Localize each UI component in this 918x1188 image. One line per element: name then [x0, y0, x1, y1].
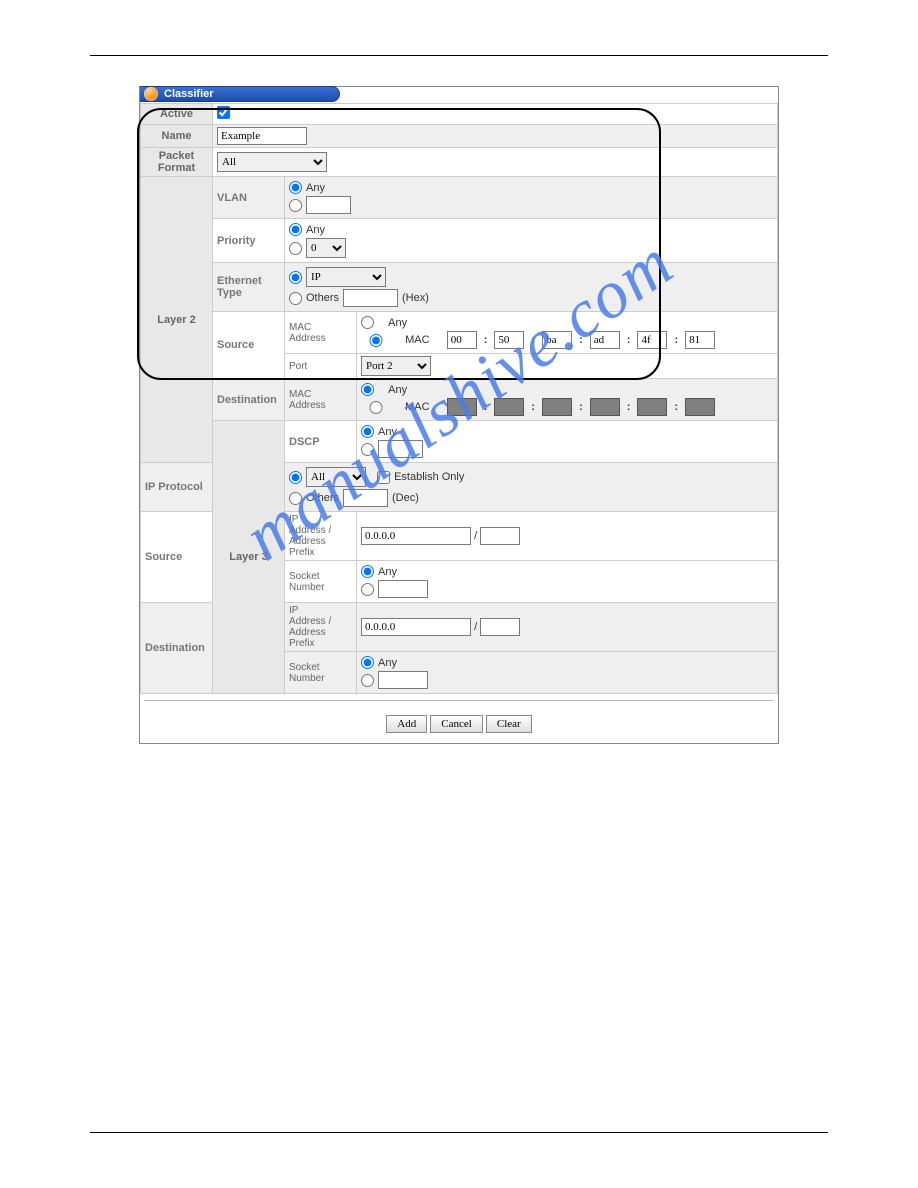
- panel-title: Classifier: [164, 88, 214, 100]
- ipproto-select[interactable]: All: [306, 467, 366, 487]
- dscp-value-radio[interactable]: [361, 443, 374, 456]
- priority-any-text: Any: [306, 224, 325, 236]
- l3-src-ip-label: IPAddress /AddressPrefix: [285, 512, 357, 561]
- l2-src-mac-5[interactable]: [637, 331, 667, 349]
- l2-src-mac-any-radio[interactable]: [361, 316, 374, 329]
- clear-button[interactable]: Clear: [486, 715, 532, 733]
- l2-src-mac-text: MAC: [405, 334, 429, 346]
- l3-dst-sock-input[interactable]: [378, 671, 428, 689]
- name-label: Name: [141, 125, 213, 148]
- packetformat-label: PacketFormat: [141, 148, 213, 177]
- vlan-value-input[interactable]: [306, 196, 351, 214]
- dscp-any-text: Any: [378, 426, 397, 438]
- page: Classifier Active Name PacketFormat All: [0, 0, 918, 1188]
- l3-dst-ip-label: IPAddress /AddressPrefix: [285, 603, 357, 652]
- panel-header: Classifier: [140, 86, 340, 102]
- priority-any-radio[interactable]: [289, 223, 302, 236]
- dscp-label: DSCP: [285, 421, 357, 463]
- active-label: Active: [141, 104, 213, 125]
- l3-dst-slash: /: [474, 621, 477, 633]
- establish-text: Establish Only: [394, 471, 464, 483]
- priority-label: Priority: [213, 219, 285, 263]
- dscp-any-radio[interactable]: [361, 425, 374, 438]
- vlan-any-radio[interactable]: [289, 181, 302, 194]
- vlan-any-text: Any: [306, 182, 325, 194]
- l2-dst-mac-1: [447, 398, 477, 416]
- l2-src-mac-6[interactable]: [685, 331, 715, 349]
- l2-dst-mac-any-radio[interactable]: [361, 383, 374, 396]
- l3-src-sock-any-text: Any: [378, 566, 397, 578]
- l2-dst-mac-6: [685, 398, 715, 416]
- l3-source-label: Source: [141, 512, 213, 603]
- l2-src-mac-1[interactable]: [447, 331, 477, 349]
- l2-dst-mac-3: [542, 398, 572, 416]
- ethtype-select[interactable]: IP: [306, 267, 386, 287]
- l2-src-mac-radio[interactable]: [361, 334, 391, 347]
- l2-src-mac-any-text: Any: [388, 317, 407, 329]
- classifier-panel: Classifier Active Name PacketFormat All: [139, 86, 779, 744]
- ipproto-others-radio[interactable]: [289, 492, 302, 505]
- l2-dst-mac-2: [494, 398, 524, 416]
- name-input[interactable]: [217, 127, 307, 145]
- layer3-label: Layer 3: [213, 421, 285, 694]
- priority-select[interactable]: 0: [306, 238, 346, 258]
- establish-checkbox[interactable]: [377, 471, 390, 484]
- bottom-rule: [90, 1132, 828, 1133]
- packetformat-select[interactable]: All: [217, 152, 327, 172]
- ipproto-dec-text: (Dec): [392, 492, 419, 504]
- layer2-label: Layer 2: [141, 177, 213, 463]
- l3-src-prefix-input[interactable]: [480, 527, 520, 545]
- l2-src-mac-4[interactable]: [590, 331, 620, 349]
- l3-dst-sock-radio[interactable]: [361, 674, 374, 687]
- l3-dest-label: Destination: [141, 603, 213, 694]
- l3-src-slash: /: [474, 530, 477, 542]
- l2-dest-label: Destination: [213, 379, 285, 421]
- l3-dst-ip-input[interactable]: [361, 618, 471, 636]
- top-rule: [90, 55, 828, 56]
- l2-src-mac-label: MACAddress: [285, 312, 357, 354]
- ipproto-label: IP Protocol: [141, 463, 213, 512]
- l2-src-port-select[interactable]: Port 2: [361, 356, 431, 376]
- l3-dst-prefix-input[interactable]: [480, 618, 520, 636]
- l3-src-sock-label: SocketNumber: [285, 561, 357, 603]
- form-table: Active Name PacketFormat All Layer 2 VLA…: [140, 103, 778, 694]
- ethtype-others-input[interactable]: [343, 289, 398, 307]
- dscp-input[interactable]: [378, 440, 423, 458]
- ipproto-all-radio[interactable]: [289, 471, 302, 484]
- cancel-button[interactable]: Cancel: [430, 715, 483, 733]
- l2-dst-mac-any-text: Any: [388, 384, 407, 396]
- l3-dst-sock-any-text: Any: [378, 657, 397, 669]
- vlan-value-radio[interactable]: [289, 199, 302, 212]
- l2-src-mac-2[interactable]: [494, 331, 524, 349]
- l2-src-mac-3[interactable]: [542, 331, 572, 349]
- ethtype-hex-text: (Hex): [402, 292, 429, 304]
- ethtype-ip-radio[interactable]: [289, 271, 302, 284]
- l2-source-label: Source: [213, 312, 285, 379]
- add-button[interactable]: Add: [386, 715, 427, 733]
- ethtype-label: EthernetType: [213, 263, 285, 312]
- l2-dst-mac-radio[interactable]: [361, 401, 391, 414]
- l2-dst-mac-4: [590, 398, 620, 416]
- vlan-label: VLAN: [213, 177, 285, 219]
- ipproto-others-input[interactable]: [343, 489, 388, 507]
- button-row: Add Cancel Clear: [140, 701, 778, 743]
- l2-dst-mac-5: [637, 398, 667, 416]
- l3-src-sock-any-radio[interactable]: [361, 565, 374, 578]
- l3-src-sock-input[interactable]: [378, 580, 428, 598]
- l2-src-port-label: Port: [285, 354, 357, 379]
- ipproto-others-text: Others: [306, 492, 339, 504]
- l3-dst-sock-label: SocketNumber: [285, 652, 357, 694]
- active-checkbox[interactable]: [217, 106, 230, 119]
- l2-dst-mac-label: MACAddress: [285, 379, 357, 421]
- ethtype-others-text: Others: [306, 292, 339, 304]
- l3-dst-sock-any-radio[interactable]: [361, 656, 374, 669]
- l3-src-sock-radio[interactable]: [361, 583, 374, 596]
- priority-value-radio[interactable]: [289, 242, 302, 255]
- ethtype-others-radio[interactable]: [289, 292, 302, 305]
- l3-src-ip-input[interactable]: [361, 527, 471, 545]
- l2-dst-mac-text: MAC: [405, 401, 429, 413]
